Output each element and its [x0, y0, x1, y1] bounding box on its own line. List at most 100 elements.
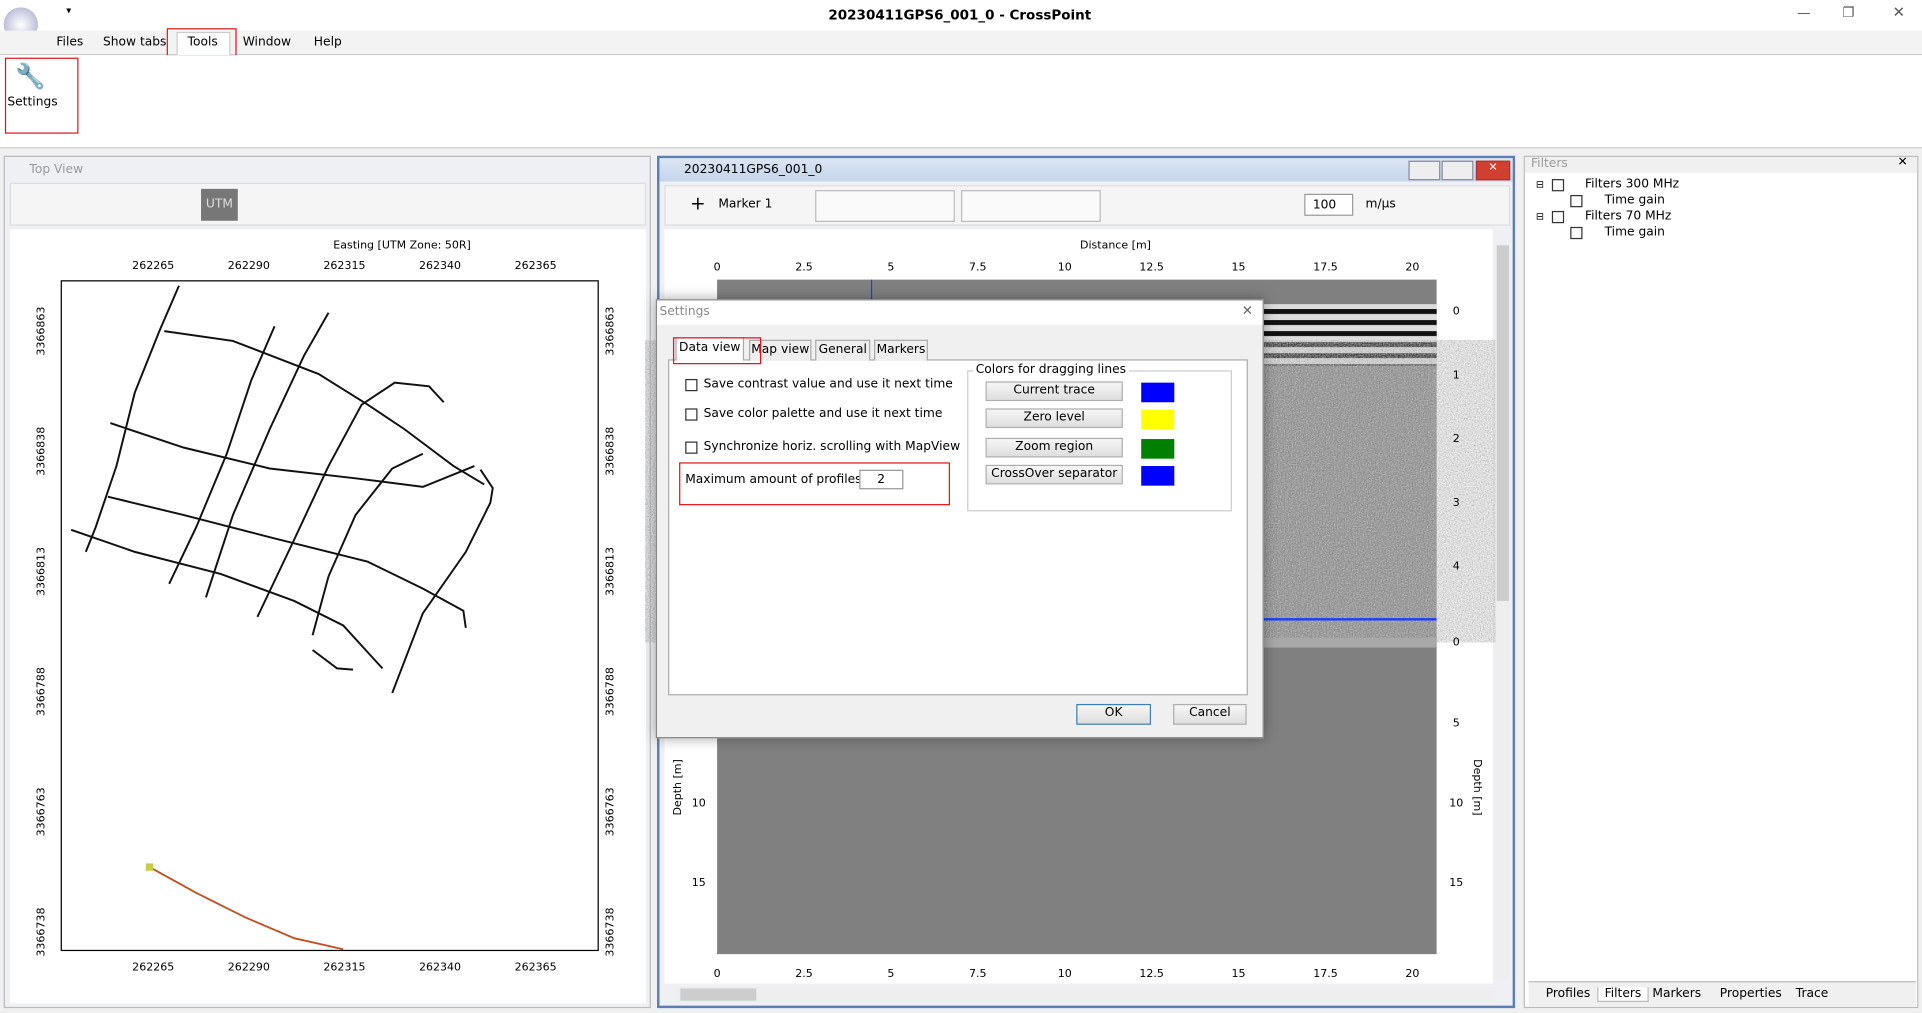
menu-item[interactable]: Tools	[187, 35, 218, 50]
y-tick-label: 10	[1449, 796, 1463, 809]
close-button[interactable]: ✕	[1475, 160, 1511, 181]
panel-tab[interactable]: Filters	[1597, 987, 1649, 1002]
settings-button[interactable]: Settings	[7, 95, 58, 110]
x-tick-label: 262315	[323, 961, 365, 974]
max-profiles-input[interactable]: 2	[859, 469, 904, 490]
color-swatch[interactable]	[1141, 466, 1175, 486]
checkbox[interactable]	[1570, 194, 1583, 208]
panel-header	[659, 158, 1513, 182]
y-tick-label: 3366863	[35, 307, 48, 356]
color-swatch[interactable]	[1141, 382, 1175, 403]
close-panel[interactable]: ✕	[1897, 155, 1908, 170]
marker-select[interactable]: Marker 1	[718, 197, 773, 211]
x-tick-label: 20	[1405, 260, 1419, 273]
dialog-close[interactable]: ✕	[1241, 302, 1254, 319]
max-button[interactable]	[1441, 160, 1474, 181]
close[interactable]: ✕	[1892, 3, 1905, 21]
slider[interactable]	[961, 190, 1101, 222]
gps-tracks	[70, 285, 494, 694]
quick-access[interactable]: ▾	[66, 4, 72, 16]
x-tick-label: 5	[887, 260, 894, 273]
x-tick-label: 20	[1405, 967, 1419, 980]
x-axis-label: Easting [UTM Zone: 50R]	[333, 238, 471, 251]
profile-track	[149, 866, 344, 951]
tree-node[interactable]: Filters 70 MHz	[1584, 209, 1672, 224]
dialog-tab[interactable]: Data view	[675, 337, 745, 361]
x-tick-label: 2.5	[795, 967, 813, 980]
menu-item[interactable]: Show tabs	[102, 35, 167, 50]
dialog-titlebar	[657, 300, 1263, 325]
panel-tab[interactable]: Properties	[1719, 987, 1782, 1001]
panel-tab[interactable]: Trace	[1795, 987, 1829, 1001]
tree-expander[interactable]: ⊟	[1535, 179, 1545, 191]
color-swatch[interactable]	[1141, 409, 1175, 430]
menu-item[interactable]: Window	[242, 35, 292, 50]
y-tick-label: 3	[1453, 496, 1460, 509]
y-tick-label: 1	[1453, 368, 1460, 381]
title-bar	[0, 0, 1922, 31]
checkbox[interactable]	[1570, 226, 1583, 240]
dialog-title: Settings	[659, 305, 710, 319]
dialog-tab[interactable]: Map view	[748, 339, 812, 361]
min-button[interactable]	[1408, 160, 1441, 181]
color-button[interactable]: CrossOver separator	[985, 464, 1123, 485]
checkbox[interactable]	[685, 441, 698, 454]
checkbox[interactable]	[685, 408, 698, 421]
y-tick-label: 3366813	[35, 547, 48, 596]
x-tick-label: 262315	[323, 259, 365, 272]
color-swatch[interactable]	[1141, 439, 1175, 459]
x-tick-label: 0	[714, 967, 721, 980]
y-tick-label: 3366788	[603, 667, 616, 716]
panel-title: 20230411GPS6_001_0	[683, 163, 823, 177]
color-button[interactable]: Zoom region	[985, 437, 1123, 458]
h-scrollbar[interactable]	[676, 987, 1496, 1002]
cancel-button[interactable]: Cancel	[1173, 703, 1247, 725]
y-tick-label: 0	[1453, 305, 1460, 318]
menu-bar	[0, 30, 1922, 56]
checkbox[interactable]	[1551, 179, 1565, 192]
y-axis-label: Depth [m]	[671, 759, 684, 815]
color-button[interactable]: Current trace	[985, 381, 1123, 402]
menu-item[interactable]: Files	[56, 35, 84, 50]
tree-node[interactable]: Time gain	[1604, 193, 1665, 208]
x-axis-label: Distance [m]	[1080, 238, 1151, 251]
tree-node[interactable]: Filters 300 MHz	[1584, 177, 1680, 192]
velocity-input[interactable]: 100	[1304, 193, 1354, 216]
tree-expander[interactable]: ⊟	[1535, 210, 1545, 222]
x-tick-label: 15	[1232, 260, 1246, 273]
slider[interactable]	[815, 190, 955, 222]
toolbar	[9, 182, 646, 226]
checkbox[interactable]	[685, 378, 698, 392]
track-start	[145, 863, 154, 871]
panel-tab[interactable]: Markers	[1652, 987, 1702, 1001]
panel-title: Filters	[1531, 156, 1568, 171]
color-button[interactable]: Zero level	[985, 408, 1123, 429]
v-thumb[interactable]	[1496, 245, 1509, 601]
y-axis-label: Depth [m]	[1471, 759, 1484, 815]
panel-tab[interactable]: Profiles	[1545, 987, 1591, 1001]
y-tick-label: 3366863	[603, 307, 616, 356]
x-tick-label: 262340	[419, 259, 461, 272]
y-tick-label: 4	[1453, 560, 1460, 573]
menu-item[interactable]: Help	[313, 35, 342, 50]
x-tick-label: 10	[1058, 967, 1072, 980]
add-marker[interactable]: +	[690, 192, 706, 215]
minimize[interactable]: —	[1797, 4, 1811, 21]
y-tick-label: 3366838	[603, 427, 616, 476]
h-thumb[interactable]	[680, 988, 757, 1001]
y-tick-label: 3366838	[35, 427, 48, 476]
dialog-tab[interactable]: Markers	[873, 339, 928, 361]
checkbox[interactable]	[1551, 210, 1565, 224]
ok-button[interactable]: OK	[1076, 703, 1152, 725]
highlight	[672, 337, 762, 365]
x-tick-label: 7.5	[969, 967, 987, 980]
map-area	[9, 229, 646, 1004]
x-tick-label: 262290	[228, 961, 270, 974]
highlight	[679, 462, 950, 506]
utm-button[interactable]: UTM	[201, 188, 238, 221]
dialog-tab[interactable]: General	[815, 339, 871, 361]
tree-node[interactable]: Time gain	[1604, 225, 1665, 240]
tab-bar	[1528, 981, 1916, 1007]
restore[interactable]: ❐	[1842, 4, 1855, 21]
x-tick-label: 17.5	[1313, 967, 1338, 980]
